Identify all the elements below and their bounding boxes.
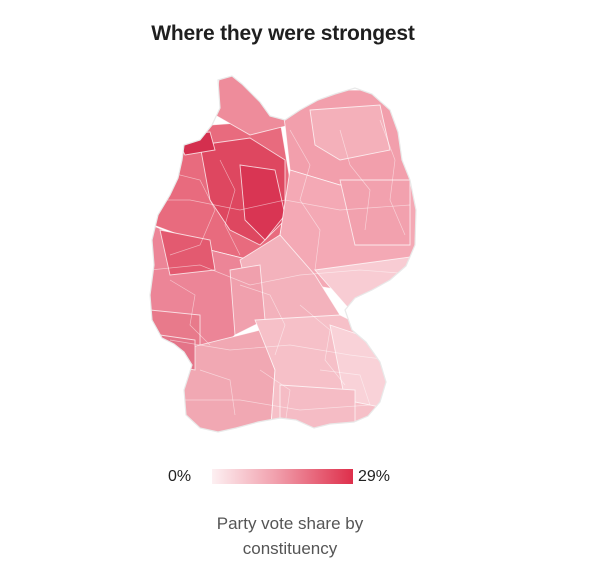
legend-max-label: 29% [358, 468, 391, 485]
region-bavaria-south [279, 384, 356, 432]
region-mecklenburg-inner [309, 104, 391, 161]
germany-constituency-map [140, 70, 430, 440]
color-legend: 0% 29% [160, 466, 410, 490]
germany-outline [149, 75, 417, 433]
chart-title: Where they were strongest [151, 22, 415, 45]
region-brandenburg [339, 179, 411, 246]
legend-gradient-bar [212, 469, 353, 484]
legend-caption: Party vote share by constituency [216, 514, 364, 558]
legend-min-label: 0% [168, 468, 192, 485]
region-lower-saxony-core [239, 164, 286, 241]
constituency-borders [150, 119, 416, 426]
constituency-regions [150, 76, 416, 432]
